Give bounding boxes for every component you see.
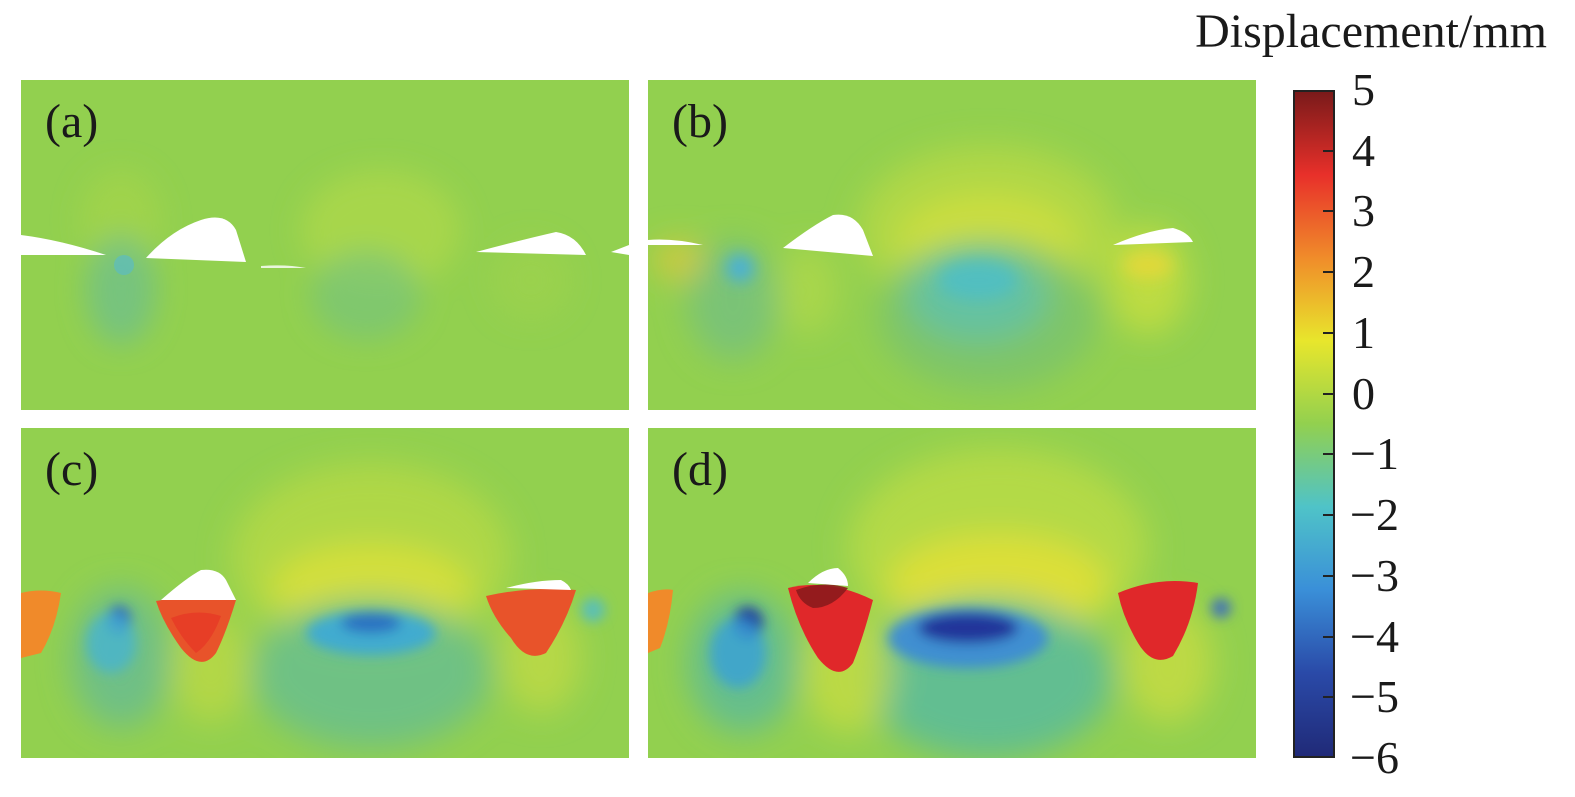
- colorbar-tick: [1323, 514, 1335, 517]
- colorbar-tick-label: −5: [1350, 671, 1399, 723]
- colorbar-tick-label: −6: [1350, 732, 1399, 783]
- panel-a-label: (a): [45, 95, 99, 148]
- colorbar-tick: [1323, 392, 1335, 395]
- panel-c: (c): [21, 428, 629, 758]
- colorbar-title: Displacement/mm: [1195, 5, 1547, 58]
- colorbar-tick-label: −4: [1350, 610, 1399, 662]
- colorbar-tick: [1323, 149, 1335, 152]
- colorbar-tick: [1323, 453, 1335, 456]
- colorbar-tick-label: −2: [1350, 489, 1399, 541]
- colorbar-gradient: [1293, 90, 1335, 758]
- panel-b: (b): [648, 80, 1256, 410]
- colorbar-tick-label: 0: [1352, 367, 1375, 419]
- colorbar-tick-label: 1: [1352, 306, 1375, 358]
- colorbar-tick-label: 4: [1352, 124, 1375, 176]
- colorbar-tick-label: −1: [1350, 428, 1399, 480]
- colorbar-tick: [1323, 574, 1335, 577]
- colorbar-tick-label: 3: [1352, 185, 1375, 237]
- colorbar-tick: [1323, 271, 1335, 274]
- panel-b-label: (b): [672, 95, 728, 148]
- panel-d: (d): [648, 428, 1256, 758]
- colorbar-tick: [1323, 210, 1335, 213]
- colorbar-tick-label: −3: [1350, 549, 1399, 601]
- panel-a: (a): [21, 80, 629, 410]
- colorbar-tick: [1323, 331, 1335, 334]
- colorbar-tick: [1323, 635, 1335, 638]
- colorbar-tick-label: 5: [1352, 64, 1375, 115]
- colorbar-tick-label: 2: [1352, 246, 1375, 298]
- colorbar-tick: [1323, 696, 1335, 699]
- panel-d-label: (d): [672, 443, 728, 496]
- panel-c-label: (c): [45, 443, 99, 496]
